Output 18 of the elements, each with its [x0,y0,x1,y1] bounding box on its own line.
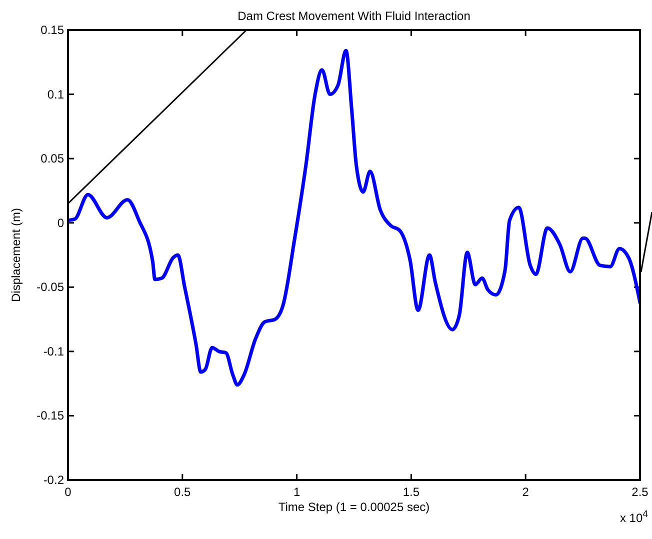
y-tick-label: 0 [57,216,64,230]
y-tick-label: -0.1 [43,344,64,358]
y-tick-label: 0.15 [40,23,64,37]
x-tick-label: 0.5 [174,485,192,499]
y-tick-label: 0.05 [40,152,64,166]
x-axis-title: Time Step (1 = 0.00025 sec) [278,500,430,514]
text: x 10$^{4}$ [620,508,649,525]
x-tick-label: 1 [293,485,300,499]
x-tick-label: 2.5 [632,485,649,499]
line-series [68,48,640,387]
x-tick-label: 2 [522,485,530,499]
x-tick-label: 1.5 [402,485,420,499]
y-axis-title: Displacement (m) [9,208,23,302]
chart-title: Dam Crest Movement With Fluid Interaction [238,9,470,23]
y-tick-label: 0.1 [47,87,64,102]
y-tick-label: -0.15 [36,408,64,423]
y-tick-label: -0.2 [43,473,64,487]
y-tick-label: -0.05 [36,280,64,294]
